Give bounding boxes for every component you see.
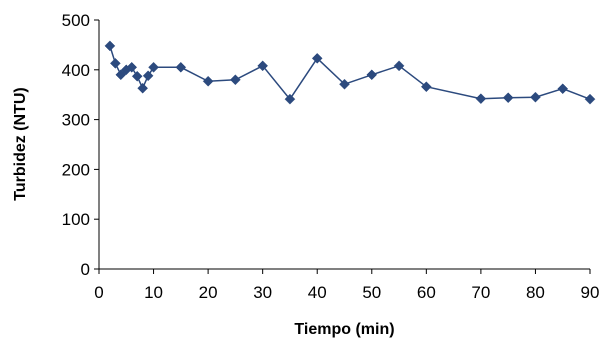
x-tick-labels: 0 10 20 30 40 50 60 70 80 90 <box>94 283 599 302</box>
data-point <box>311 52 323 64</box>
data-point <box>202 75 214 87</box>
y-tick-label: 0 <box>81 260 90 279</box>
x-tick-label: 80 <box>526 283 545 302</box>
data-point <box>475 93 487 105</box>
x-tick-label: 90 <box>581 283 600 302</box>
y-tick-label: 200 <box>62 160 90 179</box>
data-point <box>104 40 116 52</box>
x-tick-label: 60 <box>417 283 436 302</box>
data-point <box>366 69 378 81</box>
data-point <box>420 81 432 93</box>
y-axis-title: Turbidez (NTU) <box>12 87 29 200</box>
data-point <box>110 57 121 69</box>
x-axis-title: Tiempo (min) <box>294 321 394 338</box>
y-tick-labels: 0 100 200 300 400 500 <box>62 11 90 279</box>
data-point <box>126 61 138 73</box>
x-tick-label: 20 <box>199 283 218 302</box>
plot-area <box>94 19 596 274</box>
data-point <box>148 61 159 73</box>
data-point <box>175 61 187 73</box>
data-point <box>230 74 241 86</box>
data-point <box>530 91 541 103</box>
data-point <box>142 70 154 82</box>
data-point <box>557 83 569 95</box>
data-point <box>284 93 296 105</box>
x-tick-label: 30 <box>253 283 272 302</box>
x-tick-label: 50 <box>362 283 381 302</box>
x-tick-label: 0 <box>94 283 103 302</box>
y-tick-label: 500 <box>62 11 90 30</box>
data-point <box>502 92 514 104</box>
data-point <box>137 82 148 94</box>
data-point <box>257 60 269 72</box>
x-tick-label: 40 <box>308 283 327 302</box>
x-tick-label: 70 <box>471 283 490 302</box>
data-point <box>339 78 350 90</box>
data-point <box>115 69 127 81</box>
data-point <box>584 93 596 105</box>
x-tick-label: 10 <box>144 283 163 302</box>
y-tick-label: 100 <box>62 210 90 229</box>
data-point <box>131 70 143 82</box>
data-point <box>393 60 405 72</box>
series-line <box>109 45 591 101</box>
y-tick-label: 300 <box>62 111 90 130</box>
y-tick-label: 400 <box>62 61 90 80</box>
